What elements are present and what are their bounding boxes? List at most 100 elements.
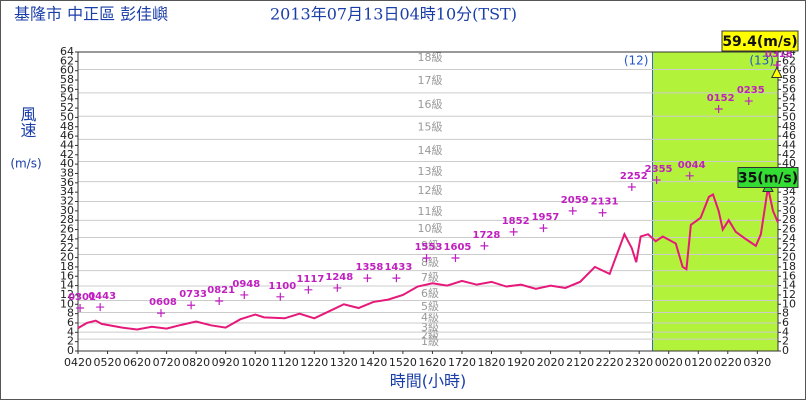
y-tick-label-right: 60 bbox=[782, 64, 796, 77]
x-tick-label: 1220 bbox=[300, 356, 328, 369]
y-tick-label: 26 bbox=[60, 223, 74, 236]
y-tick-label-right: 56 bbox=[782, 82, 796, 95]
y-tick-label: 8 bbox=[67, 307, 74, 320]
y-tick-label: 30 bbox=[60, 204, 74, 217]
level-label: 5級 bbox=[421, 300, 439, 313]
y-tick-label: 32 bbox=[60, 195, 74, 208]
level-label: 9級 bbox=[421, 239, 439, 252]
gust-label: 0608 bbox=[149, 297, 177, 308]
x-tick-label: 0320 bbox=[743, 356, 771, 369]
y-tick-label: 14 bbox=[60, 279, 74, 292]
y-tick-label-right: 50 bbox=[782, 110, 796, 123]
gust-label: 0044 bbox=[678, 160, 706, 171]
level-label: 6級 bbox=[421, 287, 439, 300]
level-label: 16級 bbox=[418, 98, 443, 111]
y-tick-label-right: 26 bbox=[782, 223, 796, 236]
level-label: 12級 bbox=[418, 184, 443, 197]
y-tick-label-right: 58 bbox=[782, 73, 796, 86]
x-tick-label: 0720 bbox=[153, 356, 181, 369]
gust-label: 1358 bbox=[356, 262, 384, 273]
gust-marker bbox=[187, 301, 196, 310]
wind-line bbox=[77, 187, 779, 331]
y-label: 風速 bbox=[18, 106, 37, 138]
station: 基隆市 中正區 彭佳嶼 bbox=[14, 5, 168, 24]
gust-marker bbox=[363, 274, 372, 283]
gust-marker bbox=[744, 97, 753, 106]
max-label: 59.4(m/s) bbox=[722, 34, 797, 50]
gust-marker bbox=[276, 292, 285, 301]
gust-label: 1248 bbox=[325, 272, 353, 283]
y-tick-label-right: 2 bbox=[782, 335, 789, 348]
y-tick-label: 28 bbox=[60, 213, 74, 226]
gust-marker bbox=[451, 254, 460, 263]
level-label: 18級 bbox=[418, 51, 443, 64]
gust-label: 2131 bbox=[591, 197, 619, 208]
gust-marker bbox=[215, 297, 224, 306]
gust-marker bbox=[480, 241, 489, 250]
gust-marker bbox=[392, 274, 401, 283]
gust-marker bbox=[598, 208, 607, 217]
level-label: 7級 bbox=[421, 271, 439, 284]
x-tick-label: 0120 bbox=[684, 356, 712, 369]
gust-marker bbox=[509, 227, 518, 236]
gust-label: 1117 bbox=[296, 274, 324, 285]
y-tick-label: 16 bbox=[60, 269, 74, 282]
y-unit: (m/s) bbox=[10, 157, 41, 171]
x-tick-label: 2320 bbox=[625, 356, 653, 369]
gust-label: 2252 bbox=[620, 171, 648, 182]
y-tick-label: 34 bbox=[60, 185, 74, 198]
y-tick-label: 18 bbox=[60, 260, 74, 273]
x-tick-label: 1320 bbox=[330, 356, 358, 369]
gust-label: 0318 bbox=[765, 49, 793, 60]
y-tick-label-right: 48 bbox=[782, 120, 796, 133]
y-tick-label: 50 bbox=[60, 110, 74, 123]
y-tick-label: 64 bbox=[60, 45, 74, 58]
y-tick-label: 10 bbox=[60, 297, 74, 310]
gust-marker bbox=[156, 309, 165, 318]
gust-label: 2355 bbox=[645, 164, 673, 175]
x-tick-label: 1420 bbox=[359, 356, 387, 369]
x-tick-label: 0820 bbox=[182, 356, 210, 369]
x-tick-label: 1920 bbox=[507, 356, 535, 369]
y-tick-label-right: 52 bbox=[782, 101, 796, 114]
gust-label: 1100 bbox=[268, 281, 296, 292]
x-tick-label: 0620 bbox=[123, 356, 151, 369]
x-tick-label: 0020 bbox=[655, 356, 683, 369]
x-tick-label: 2020 bbox=[537, 356, 565, 369]
shade-label: (13) bbox=[749, 54, 774, 68]
y-tick-label-right: 0 bbox=[782, 344, 789, 357]
max-marker bbox=[771, 66, 783, 78]
gust-marker bbox=[333, 283, 342, 292]
y-tick-label-right: 24 bbox=[782, 232, 796, 245]
gust-marker bbox=[685, 171, 694, 180]
gust-label: 1852 bbox=[502, 216, 530, 227]
y-tick-label-right: 34 bbox=[782, 185, 796, 198]
y-tick-label-right: 32 bbox=[782, 195, 796, 208]
y-tick-label: 54 bbox=[60, 92, 74, 105]
timestamp: 2013年07月13日04時10分(TST) bbox=[270, 5, 517, 24]
level-label: 3級 bbox=[421, 321, 439, 334]
y-tick-label: 22 bbox=[60, 241, 74, 254]
level-label: 14級 bbox=[418, 144, 443, 157]
y-tick-label: 20 bbox=[60, 251, 74, 264]
y-tick-label: 38 bbox=[60, 166, 74, 179]
max-label: 35(m/s) bbox=[738, 170, 798, 186]
y-tick-label: 0 bbox=[67, 344, 74, 357]
y-tick-label-right: 28 bbox=[782, 213, 796, 226]
level-label: 13級 bbox=[418, 165, 443, 178]
y-tick-label-right: 54 bbox=[782, 92, 796, 105]
level-label: 1級 bbox=[421, 335, 439, 348]
y-tick-label-right: 12 bbox=[782, 288, 796, 301]
y-tick-label-right: 18 bbox=[782, 260, 796, 273]
y-tick-label-right: 8 bbox=[782, 307, 789, 320]
x-tick-label: 1820 bbox=[478, 356, 506, 369]
y-tick-label-right: 20 bbox=[782, 251, 796, 264]
y-tick-label-right: 46 bbox=[782, 129, 796, 142]
gust-label: 0301 bbox=[68, 292, 96, 303]
level-label: 10級 bbox=[418, 222, 443, 235]
gust-marker bbox=[76, 304, 85, 313]
max-box bbox=[737, 166, 799, 188]
x-label: 時間(小時) bbox=[390, 372, 467, 391]
y-tick-label: 44 bbox=[60, 138, 74, 151]
x-tick-label: 2220 bbox=[596, 356, 624, 369]
